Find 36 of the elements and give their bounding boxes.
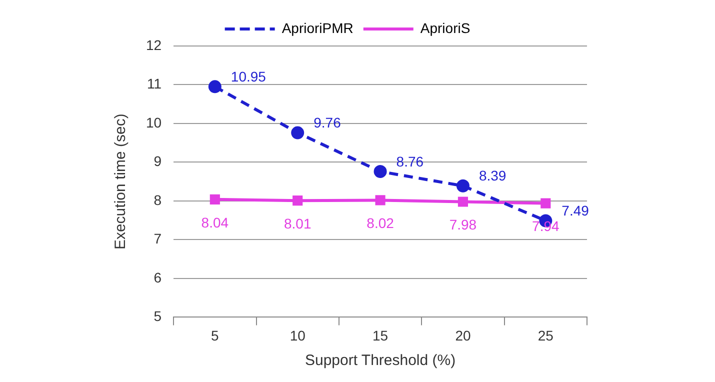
data-label: 8.01 <box>284 215 312 232</box>
y-tick-label: 10 <box>146 114 162 130</box>
data-label: 8.39 <box>478 168 506 184</box>
point <box>210 194 220 204</box>
x-tick-label: 20 <box>455 327 471 344</box>
data-label: 10.95 <box>230 68 266 85</box>
data-label: 8.04 <box>201 214 229 230</box>
data-label: 7.94 <box>532 218 560 234</box>
point <box>458 196 468 207</box>
point <box>208 80 222 94</box>
data-label: 7.98 <box>449 216 477 233</box>
legend-label: AprioriS <box>420 20 470 36</box>
point <box>456 179 470 192</box>
x-tick-label: 25 <box>538 327 554 344</box>
y-tick-label: 6 <box>154 269 162 286</box>
x-tick-label: 15 <box>372 327 388 344</box>
point <box>540 198 551 208</box>
y-tick-label: 12 <box>146 36 162 53</box>
data-label: 8.02 <box>366 215 394 232</box>
y-axis-title: Execution time (sec) <box>112 114 130 250</box>
data-label: 7.49 <box>562 202 590 219</box>
y-tick-label: 11 <box>147 76 162 92</box>
point <box>375 195 386 206</box>
data-label: 8.76 <box>396 153 424 170</box>
y-tick-label: 8 <box>154 192 162 208</box>
x-tick-label: 10 <box>290 327 306 344</box>
y-tick-label: 9 <box>154 153 162 170</box>
point <box>292 196 303 206</box>
x-tick-label: 5 <box>211 327 220 344</box>
point <box>291 126 304 140</box>
data-label: 9.76 <box>314 114 342 131</box>
x-axis-title: Support Threshold (%) <box>304 352 456 370</box>
y-tick-label: 7 <box>154 230 162 247</box>
legend-label: AprioriPMR <box>282 20 354 36</box>
point <box>374 165 387 178</box>
y-tick-label: 5 <box>154 308 162 324</box>
